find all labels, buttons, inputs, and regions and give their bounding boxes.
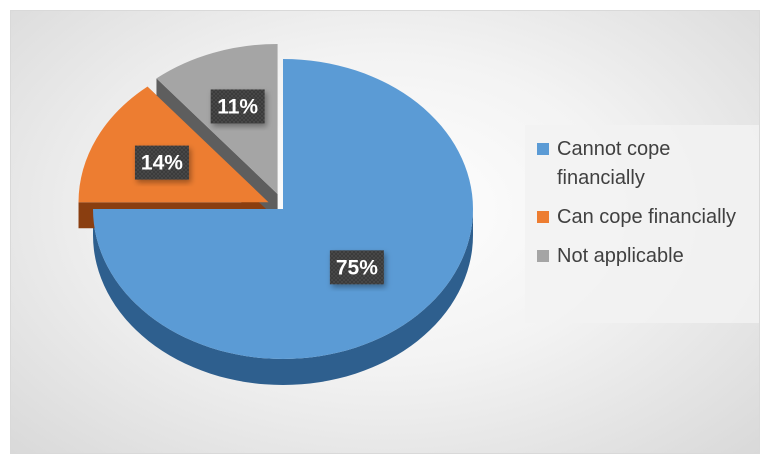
legend-item-can-cope: Can cope financially — [533, 203, 753, 232]
legend-label: Can cope financially — [557, 206, 736, 228]
pie-slice-side — [93, 209, 473, 385]
legend-label: Cannot cope financially — [557, 138, 671, 189]
data-label: 14% — [134, 145, 189, 180]
legend-swatch — [537, 211, 549, 223]
chart-area: 75% 14% 11% Cannot cope financially Can co… — [10, 10, 760, 454]
legend-item-cannot-cope: Cannot cope financially — [533, 135, 753, 193]
legend-label: Not applicable — [557, 245, 684, 267]
data-label-text: 11% — [217, 95, 258, 118]
data-label-text: 14% — [141, 152, 183, 175]
legend: Cannot cope financially Can cope financi… — [525, 125, 759, 323]
data-label-text: 75% — [336, 256, 378, 279]
data-label: 75% — [329, 250, 384, 285]
pie-slice — [78, 86, 269, 203]
legend-swatch — [537, 143, 549, 155]
data-label-box — [329, 250, 384, 285]
data-label-box — [134, 145, 189, 180]
legend-swatch — [537, 250, 549, 262]
pie-chart: 75% 14% 11% — [78, 43, 473, 385]
data-label: 11% — [210, 89, 265, 124]
data-label-box — [210, 89, 265, 124]
legend-item-not-applicable: Not applicable — [533, 242, 753, 271]
